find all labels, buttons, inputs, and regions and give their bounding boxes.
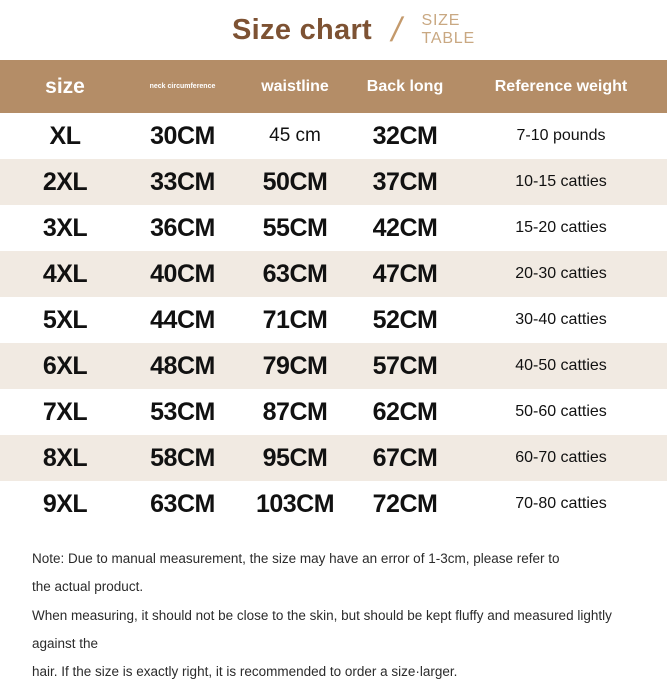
footer-notes: Note: Due to manual measurement, the siz… (0, 527, 667, 685)
cell-size: 5XL (42, 305, 88, 334)
cell-neck: 30CM (150, 121, 215, 150)
note-measuring-instructions: When measuring, it should not be close t… (32, 602, 637, 685)
column-header-neck-circumference: neck circumference (149, 83, 216, 90)
cell-weight: 40-50 catties (515, 357, 607, 374)
cell-neck: 63CM (150, 489, 215, 518)
cell-weight: 30-40 catties (515, 311, 607, 328)
cell-weight: 20-30 catties (515, 265, 607, 282)
table-row: XL 30CM 45 cm 32CM 7-10 pounds (0, 113, 667, 159)
note-line: the actual product. (32, 578, 144, 594)
table-row: 9XL 63CM 103CM 72CM 70-80 catties (0, 481, 667, 527)
cell-neck: 44CM (150, 305, 215, 334)
cell-size: 7XL (42, 397, 88, 426)
cell-neck: 53CM (150, 397, 215, 426)
table-row: 3XL 36CM 55CM 42CM 15-20 catties (0, 205, 667, 251)
cell-size: 4XL (42, 259, 88, 288)
column-header-reference-weight: Reference weight (494, 77, 628, 95)
table-row: 7XL 53CM 87CM 62CM 50-60 catties (0, 389, 667, 435)
table-row: 6XL 48CM 79CM 57CM 40-50 catties (0, 343, 667, 389)
table-row: 2XL 33CM 50CM 37CM 10-15 catties (0, 159, 667, 205)
note-line: When measuring, it should not be close t… (32, 608, 612, 652)
cell-weight: 50-60 catties (515, 403, 607, 420)
cell-weight: 60-70 catties (515, 449, 607, 466)
cell-back: 47CM (372, 259, 438, 288)
size-chart-table: size neck circumference waistline Back l… (0, 60, 667, 527)
cell-neck: 40CM (150, 259, 215, 288)
cell-size: 9XL (42, 489, 88, 518)
title-divider-slash: / (387, 11, 406, 49)
table-header: size neck circumference waistline Back l… (0, 60, 667, 113)
table-row: 4XL 40CM 63CM 47CM 20-30 catties (0, 251, 667, 297)
cell-neck: 33CM (150, 167, 215, 196)
cell-waist: 71CM (262, 305, 328, 334)
subtitle-line-1: SIZE (421, 12, 461, 30)
column-header-back-long: Back long (366, 77, 444, 95)
cell-back: 32CM (372, 121, 438, 150)
column-header-size: size (45, 74, 85, 98)
cell-size: 8XL (42, 443, 88, 472)
cell-waist: 79CM (262, 351, 328, 380)
note-line: hair. If the size is exactly right, it i… (32, 663, 458, 679)
cell-neck: 36CM (150, 213, 215, 242)
cell-waist: 103CM (255, 489, 335, 518)
title-banner: Size chart / SIZE TABLE (0, 0, 667, 60)
cell-waist: 95CM (262, 443, 328, 472)
cell-waist: 63CM (262, 259, 328, 288)
cell-size: XL (49, 121, 81, 150)
cell-waist: 50CM (262, 167, 328, 196)
table-row: 8XL 58CM 95CM 67CM 60-70 catties (0, 435, 667, 481)
page-subtitle: SIZE TABLE (421, 12, 475, 48)
cell-back: 57CM (372, 351, 438, 380)
table-body: XL 30CM 45 cm 32CM 7-10 pounds 2XL 33CM … (0, 113, 667, 527)
cell-weight: 10-15 catties (515, 173, 607, 190)
cell-size: 3XL (42, 213, 88, 242)
column-header-waistline: waistline (261, 77, 329, 95)
note-measurement-error: Note: Due to manual measurement, the siz… (32, 545, 637, 600)
cell-neck: 58CM (150, 443, 215, 472)
cell-back: 62CM (372, 397, 438, 426)
cell-waist: 45 cm (269, 125, 321, 146)
cell-back: 37CM (372, 167, 438, 196)
table-header-row: size neck circumference waistline Back l… (0, 60, 667, 113)
note-line: Note: Due to manual measurement, the siz… (32, 551, 560, 566)
cell-size: 6XL (42, 351, 88, 380)
cell-waist: 55CM (262, 213, 328, 242)
cell-back: 52CM (372, 305, 438, 334)
page-title: Size chart (232, 13, 373, 46)
cell-back: 67CM (372, 443, 438, 472)
cell-size: 2XL (42, 167, 88, 196)
cell-neck: 48CM (150, 351, 215, 380)
cell-waist: 87CM (262, 397, 328, 426)
cell-back: 72CM (372, 489, 438, 518)
cell-weight: 15-20 catties (515, 219, 607, 236)
cell-weight: 70-80 catties (515, 495, 607, 512)
subtitle-line-2: TABLE (421, 30, 475, 47)
cell-back: 42CM (372, 213, 438, 242)
cell-weight: 7-10 pounds (516, 127, 606, 144)
table-row: 5XL 44CM 71CM 52CM 30-40 catties (0, 297, 667, 343)
